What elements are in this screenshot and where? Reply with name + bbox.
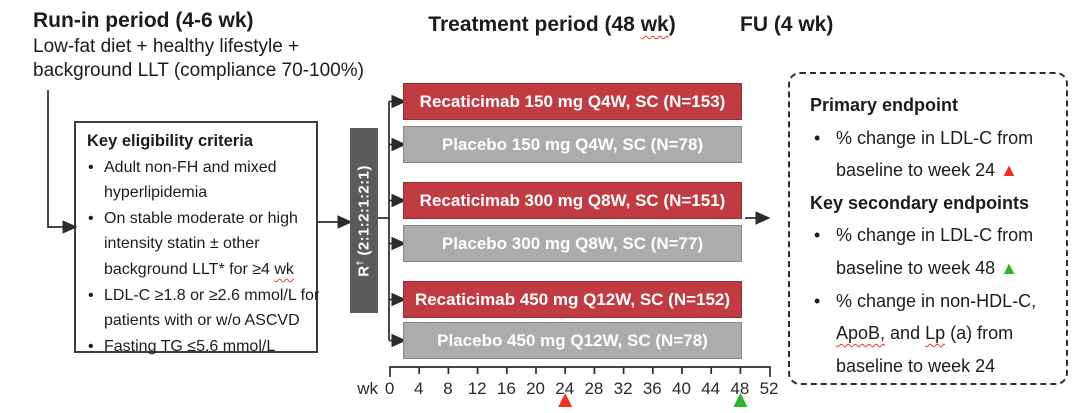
- eligibility-item: patients with or w/o ASCVD: [104, 312, 300, 330]
- eligibility-item: • Adult non-FH and mixed: [88, 158, 277, 176]
- arm-placebo-450-q12w: Placebo 450 mg Q12W, SC (N=78): [403, 322, 742, 359]
- eligibility-item: intensity statin ± other: [104, 235, 260, 253]
- secondary-endpoint-item-cont: baseline to week 24: [836, 355, 996, 376]
- arm-recaticimab-150-q4w: Recaticimab 150 mg Q4W, SC (N=153): [403, 83, 742, 120]
- arm-placebo-150-q4w: Placebo 150 mg Q4W, SC (N=78): [403, 126, 742, 163]
- arm-recaticimab-450-q12w: Recaticimab 450 mg Q12W, SC (N=152): [403, 281, 742, 318]
- secondary-endpoint-item-cont: ApoB, and Lp (a) from: [836, 323, 1014, 344]
- eligibility-item: • Fasting TG ≤5.6 mmol/L: [88, 337, 276, 355]
- red-triangle-icon: ▲: [1000, 160, 1018, 181]
- eligibility-item: • On stable moderate or high: [88, 209, 298, 227]
- eligibility-heading: Key eligibility criteria: [87, 132, 253, 150]
- primary-endpoint-item-cont: baseline to week 24 ▲: [836, 160, 1018, 181]
- spellcheck-wavy-underline: wk: [274, 260, 294, 278]
- eligibility-item: background LLT* for ≥4 wk: [104, 260, 294, 278]
- green-triangle-icon: ▲: [1000, 257, 1018, 278]
- week-axis-bracket: [389, 366, 771, 377]
- randomization-bar: R† (2:1:2:1:2:1): [350, 128, 378, 313]
- week-axis-tick-labels: 0 4 8 12 16 20 24 28 32 36 40 44 48 52: [384, 379, 779, 398]
- runin-subtitle-line1: Low-fat diet + healthy lifestyle +: [33, 36, 300, 57]
- eligibility-item: • LDL-C ≥1.8 or ≥2.6 mmol/L for: [88, 286, 320, 304]
- randomization-label: R† (2:1:2:1:2:1): [355, 164, 373, 277]
- secondary-endpoint-item: •% change in LDL-C from: [814, 225, 1034, 246]
- endpoints-box: Primary endpoint •% change in LDL-C from…: [788, 72, 1068, 385]
- spellcheck-wavy-underline: Lp: [925, 323, 946, 344]
- arm-recaticimab-300-q8w: Recaticimab 300 mg Q8W, SC (N=151): [403, 182, 742, 219]
- primary-endpoint-heading: Primary endpoint: [810, 95, 959, 115]
- spellcheck-wavy-underline: wk: [640, 13, 669, 36]
- secondary-endpoint-item-cont: baseline to week 48 ▲: [836, 257, 1018, 278]
- primary-endpoint-item: •% change in LDL-C from: [814, 127, 1034, 148]
- runin-period-title: Run-in period (4-6 wk): [33, 9, 254, 32]
- secondary-endpoint-item: •% change in non-HDL-C,: [814, 290, 1037, 311]
- week-axis-unit-label: wk: [357, 379, 378, 398]
- secondary-endpoints-heading: Key secondary endpoints: [810, 192, 1030, 213]
- eligibility-item: hyperlipidemia: [104, 184, 208, 202]
- treatment-period-title: Treatment period (48 wk): [428, 13, 676, 36]
- eligibility-criteria-box: Key eligibility criteria • Adult non-FH a…: [74, 121, 320, 355]
- followup-period-title: FU (4 wk): [740, 13, 834, 36]
- week-axis-ticks: [418, 367, 742, 374]
- spellcheck-wavy-underline: ApoB,: [836, 323, 886, 344]
- arm-placebo-300-q8w: Placebo 300 mg Q8W, SC (N=77): [403, 225, 742, 262]
- runin-elbow-arrow: [47, 90, 78, 234]
- runin-subtitle-line2: background LLT (compliance 70-100%): [33, 60, 364, 81]
